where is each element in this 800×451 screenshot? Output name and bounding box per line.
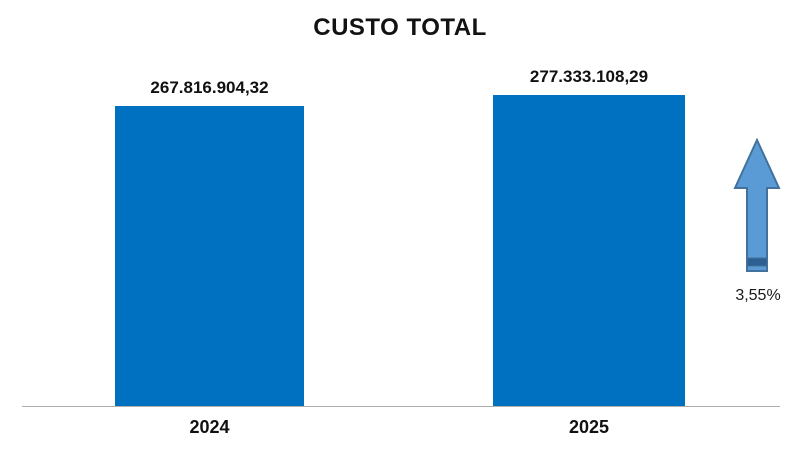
x-tick-2024: 2024 [189, 417, 230, 437]
data-label-2025: 277.333.108,29 [529, 67, 649, 86]
percent-label: 3,55% [735, 287, 781, 304]
chart-title: CUSTO TOTAL [313, 14, 487, 41]
bar-group-2025: 277.333.108,29 [493, 47, 685, 407]
x-tick-2025: 2025 [568, 417, 610, 437]
bar-2024[interactable] [115, 106, 304, 407]
bar-group-2024: 267.816.904,32 [115, 47, 304, 407]
data-label-2024: 267.816.904,32 [150, 78, 269, 97]
bar-2025[interactable] [493, 95, 685, 407]
x-axis-line [22, 406, 780, 407]
up-arrow-icon [733, 138, 781, 272]
